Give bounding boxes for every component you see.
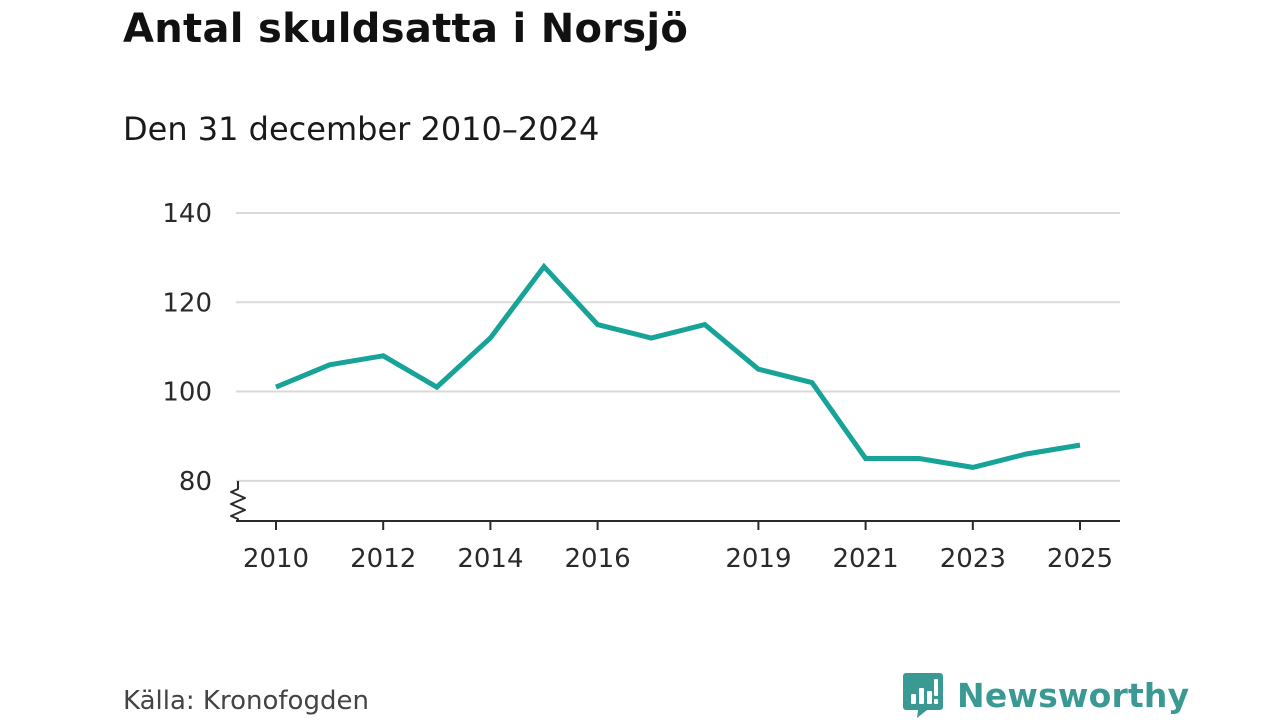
data-point-2013 bbox=[434, 385, 439, 390]
data-point-2016 bbox=[595, 322, 600, 327]
chart-subtitle: Den 31 december 2010–2024 bbox=[123, 110, 600, 148]
data-point-2023 bbox=[970, 465, 975, 470]
y-tick-label-100: 100 bbox=[162, 378, 212, 408]
data-point-2011 bbox=[327, 362, 332, 367]
x-tick-label-2012: 2012 bbox=[350, 544, 416, 574]
data-point-2018 bbox=[702, 322, 707, 327]
y-axis-break-icon bbox=[230, 481, 246, 521]
y-tick-label-80: 80 bbox=[179, 467, 212, 497]
data-point-2017 bbox=[649, 335, 654, 340]
data-point-2025 bbox=[1078, 443, 1083, 448]
data-point-2021 bbox=[863, 456, 868, 461]
chart-title: Antal skuldsatta i Norsjö bbox=[123, 6, 689, 52]
brand-logo: Newsworthy bbox=[903, 671, 1189, 719]
y-tick-label-140: 140 bbox=[162, 199, 212, 229]
data-point-2015 bbox=[542, 264, 547, 269]
data-point-2019 bbox=[756, 367, 761, 372]
x-tick-label-2023: 2023 bbox=[940, 544, 1006, 574]
data-point-2022 bbox=[917, 456, 922, 461]
x-tick-label-2019: 2019 bbox=[725, 544, 791, 574]
brand-name: Newsworthy bbox=[957, 675, 1190, 715]
source-note: Källa: Kronofogden bbox=[123, 686, 369, 716]
data-point-2012 bbox=[381, 353, 386, 358]
y-tick-label-120: 120 bbox=[162, 288, 212, 318]
newsworthy-logo-icon bbox=[903, 673, 943, 718]
x-tick-label-2014: 2014 bbox=[457, 544, 523, 574]
x-tick-label-2021: 2021 bbox=[833, 544, 899, 574]
data-point-2014 bbox=[488, 335, 493, 340]
data-point-2020 bbox=[810, 380, 815, 385]
series-line bbox=[275, 262, 1081, 470]
x-tick-label-2016: 2016 bbox=[565, 544, 631, 574]
x-tick-label-2010: 2010 bbox=[243, 544, 309, 574]
data-point-2010 bbox=[274, 385, 279, 390]
data-point-2024 bbox=[1024, 452, 1029, 457]
x-tick-label-2025: 2025 bbox=[1047, 544, 1113, 574]
